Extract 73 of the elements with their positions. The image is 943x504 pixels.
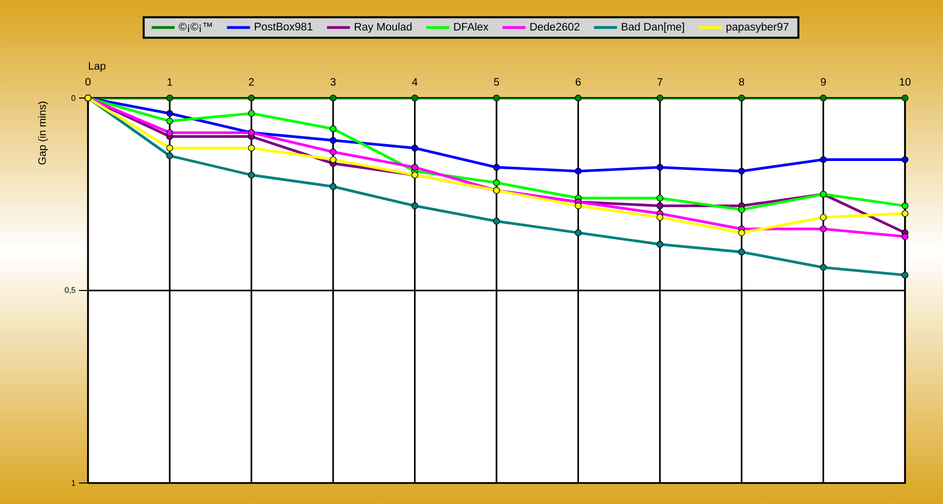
point [330,136,337,144]
point [248,94,255,102]
y-tick-label: 1 [72,480,76,486]
point [902,233,908,240]
x-axis-title: Lap [88,62,106,72]
point [656,214,664,221]
point [574,94,582,102]
point [820,264,827,271]
point [166,118,174,125]
point [166,110,174,117]
point [574,168,582,175]
point [248,144,255,152]
legend-label: DFAlex [454,22,488,31]
x-tick-label: 8 [739,78,744,86]
point [574,229,582,236]
point [493,218,500,225]
point [902,210,908,217]
x-tick-label: 7 [657,78,662,86]
point [738,168,746,175]
legend-label: Dede2602 [530,22,580,31]
point [330,148,337,156]
point [738,229,746,236]
x-tick-label: 5 [494,78,500,86]
x-tick-label: 10 [900,78,911,86]
point [248,110,255,117]
x-tick-label: 2 [248,78,254,86]
y-axis-title: Gap (in mins) [38,102,48,164]
point [902,156,908,164]
legend-label: ©¡©¡™ [178,22,212,32]
point [902,272,908,279]
legend-label: PostBox981 [254,22,312,30]
point [656,240,664,248]
point [248,172,255,178]
point [166,94,174,102]
point [738,248,746,256]
point [820,214,827,221]
point [330,183,337,190]
legend-label: Ray Moulad [354,22,412,33]
point [820,94,827,102]
point [493,94,500,102]
x-tick-label: 3 [330,78,336,86]
y-tick-label: 0,5 [64,287,76,294]
x-tick-label: 1 [168,78,172,86]
point [738,206,746,214]
point [738,94,746,102]
x-tick-label: 0 [85,78,91,86]
point [493,179,500,186]
legend-label: papasyber97 [726,22,788,33]
point [330,125,337,132]
point [574,202,582,210]
point [820,226,827,232]
point [656,202,664,210]
y-tick-label: 0 [71,95,76,101]
point [656,164,664,171]
point [411,144,418,152]
legend-label: Bad Dan[me] [622,22,684,33]
point [411,202,418,210]
point [166,152,174,160]
point [166,144,174,152]
point [820,156,827,164]
point [166,129,174,136]
point [656,94,664,102]
point [330,156,337,164]
x-tick-label: 9 [820,78,826,86]
point [902,94,908,102]
x-tick-label: 6 [576,78,581,86]
point [656,194,664,202]
point [493,164,500,171]
point [330,94,337,102]
point [411,94,418,102]
point [411,164,418,171]
point [902,202,908,210]
x-tick-label: 4 [412,78,418,86]
